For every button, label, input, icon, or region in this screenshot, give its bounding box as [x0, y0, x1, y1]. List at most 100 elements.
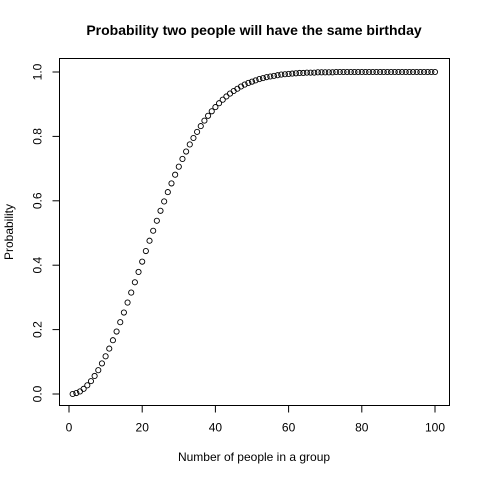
- data-point: [278, 71, 285, 78]
- data-point: [314, 69, 321, 76]
- data-point: [153, 217, 160, 224]
- data-point: [292, 70, 299, 77]
- data-point: [355, 68, 362, 76]
- data-point: [212, 104, 219, 111]
- data-point: [366, 68, 373, 76]
- y-tick-label: 1.0: [31, 63, 45, 80]
- data-point: [87, 378, 95, 385]
- data-point: [201, 117, 208, 124]
- y-tick-label: 0.2: [31, 321, 45, 338]
- data-point: [296, 69, 303, 77]
- data-point: [336, 68, 343, 76]
- data-point: [362, 68, 369, 76]
- data-point: [428, 68, 435, 76]
- data-point: [311, 69, 318, 76]
- data-point: [274, 72, 281, 79]
- data-point: [139, 258, 146, 265]
- data-point: [358, 68, 365, 76]
- data-point: [395, 68, 402, 76]
- x-tick-label: 40: [209, 421, 223, 435]
- data-point: [120, 309, 127, 316]
- data-point: [248, 78, 256, 85]
- data-point: [417, 68, 424, 76]
- y-axis: 0.0 0.2 0.4 0.6 0.8 1.0: [31, 63, 60, 402]
- data-point: [197, 123, 204, 130]
- data-point: [322, 69, 329, 76]
- data-point: [351, 68, 358, 76]
- data-point: [69, 390, 76, 398]
- data-point: [128, 289, 135, 296]
- data-point: [380, 68, 387, 76]
- x-axis-label: Number of people in a group: [178, 450, 330, 464]
- data-point: [219, 96, 226, 103]
- data-point: [285, 70, 292, 77]
- data-point: [205, 112, 212, 119]
- y-tick-label: 0.4: [31, 257, 45, 274]
- data-point: [300, 69, 307, 77]
- data-point: [406, 68, 413, 76]
- data-point: [223, 93, 230, 100]
- data-point: [391, 68, 398, 76]
- y-tick-label: 0.8: [31, 128, 45, 145]
- data-point: [413, 68, 420, 76]
- plot-area: [59, 58, 450, 406]
- data-point: [84, 382, 91, 389]
- data-point: [73, 389, 80, 397]
- data-point: [91, 372, 98, 380]
- data-point: [263, 74, 270, 81]
- data-point: [241, 81, 248, 88]
- chart-title: Probability two people will have the sam…: [86, 22, 422, 38]
- data-point: [252, 77, 259, 84]
- data-point: [194, 128, 201, 135]
- data-point: [80, 385, 87, 392]
- x-tick-label: 100: [425, 421, 445, 435]
- data-point: [256, 76, 263, 83]
- data-point: [424, 68, 431, 76]
- data-point: [102, 353, 109, 360]
- data-point: [377, 68, 384, 76]
- data-point: [113, 328, 120, 335]
- data-point: [245, 79, 252, 86]
- data-point: [259, 75, 267, 82]
- data-point: [164, 189, 171, 196]
- data-point: [289, 70, 296, 77]
- x-tick-label: 20: [136, 421, 150, 435]
- data-point: [402, 68, 409, 76]
- x-tick-label: 60: [282, 421, 296, 435]
- data-point: [124, 299, 131, 306]
- data-point: [281, 71, 288, 78]
- data-point: [142, 247, 149, 255]
- data-point: [106, 345, 113, 352]
- data-point: [409, 68, 417, 76]
- data-point: [186, 141, 193, 148]
- data-point: [340, 68, 347, 76]
- data-point: [267, 73, 274, 80]
- data-point: [95, 367, 102, 374]
- data-point: [318, 69, 325, 76]
- data-point: [347, 68, 354, 76]
- y-tick-label: 0.6: [31, 192, 45, 209]
- data-point: [117, 319, 124, 326]
- data-point: [226, 90, 234, 97]
- data-point: [172, 171, 179, 178]
- data-point: [109, 337, 116, 344]
- y-axis-label: Probability: [2, 204, 16, 260]
- data-point: [216, 100, 223, 107]
- data-point: [161, 198, 168, 205]
- data-point: [431, 68, 439, 76]
- data-point: [307, 69, 314, 76]
- data-point: [399, 68, 406, 76]
- data-point: [98, 360, 105, 367]
- data-point: [175, 163, 182, 170]
- data-point: [373, 68, 380, 76]
- y-tick-label: 0.0: [31, 385, 45, 402]
- data-point: [208, 108, 215, 115]
- data-point: [388, 68, 395, 76]
- data-point: [333, 68, 340, 76]
- data-point: [329, 69, 336, 76]
- data-point: [146, 237, 153, 244]
- data-point: [131, 279, 138, 286]
- data-points: [69, 68, 439, 398]
- data-point: [420, 68, 428, 76]
- data-point: [179, 155, 186, 162]
